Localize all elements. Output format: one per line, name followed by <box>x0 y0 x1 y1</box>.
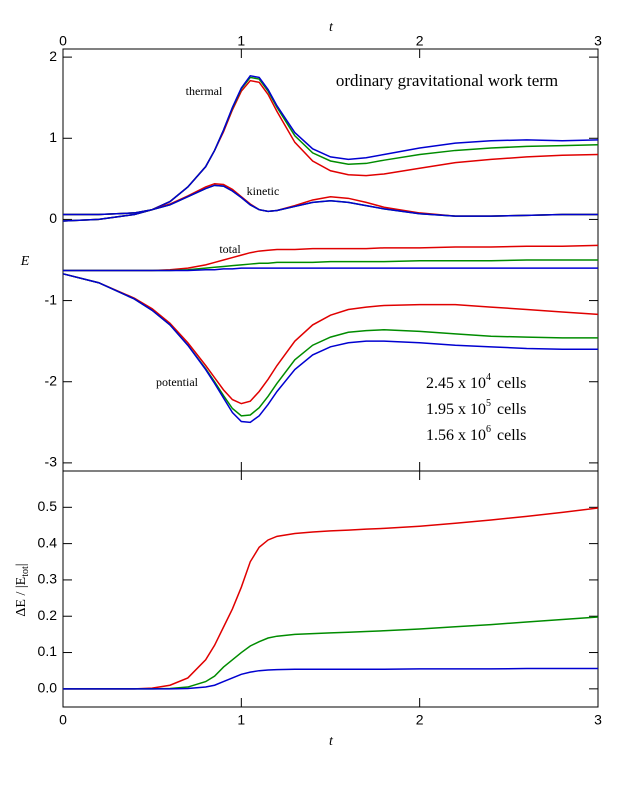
y-tick-label: 0.1 <box>38 643 58 659</box>
x-tick-label: 3 <box>594 712 602 728</box>
series-line <box>63 507 599 690</box>
legend-unit: cells <box>497 401 526 418</box>
series-line <box>62 273 598 424</box>
x-axis-label: t <box>329 20 334 35</box>
series-line <box>62 79 599 222</box>
series-line <box>63 667 598 690</box>
plot-frame <box>62 470 599 708</box>
y-label-main: ΔE / |E <box>14 577 29 617</box>
y-label-suffix: | <box>14 563 29 566</box>
x-tick-label: 0 <box>59 33 67 49</box>
y-tick-label: -2 <box>45 372 58 388</box>
legend-entry: 2.45 x 104 cells <box>426 372 526 391</box>
curve-label: thermal <box>186 84 223 98</box>
y-tick-label: -3 <box>45 454 58 470</box>
legend-mantissa: 1.95 x 10 <box>426 401 486 418</box>
y-tick-label: 0 <box>49 210 57 226</box>
y-label-subscript: tot <box>20 566 31 577</box>
legend-exponent: 6 <box>486 424 491 435</box>
legend-mantissa: 1.56 x 10 <box>426 427 486 444</box>
legend-unit: cells <box>497 375 526 392</box>
x-tick-label: 1 <box>237 712 245 728</box>
y-tick-label: 2 <box>49 48 57 64</box>
y-axis-label: E <box>20 254 30 269</box>
series-line <box>62 273 599 405</box>
series-line <box>62 76 599 222</box>
series-line <box>63 244 599 272</box>
y-tick-label: 0.3 <box>38 571 58 587</box>
y-tick-label: -1 <box>45 291 58 307</box>
legend-mantissa: 2.45 x 10 <box>426 375 486 392</box>
curve-label: total <box>219 242 241 256</box>
series-line <box>63 259 598 272</box>
x-tick-label: 2 <box>416 712 424 728</box>
legend-exponent: 5 <box>486 398 491 409</box>
series-line <box>62 273 598 417</box>
x-axis-label: t <box>329 734 334 749</box>
series-line <box>63 184 598 217</box>
y-tick-label: 0.5 <box>38 498 58 514</box>
chart-title: ordinary gravitational work term <box>336 71 558 90</box>
legend-entry: 1.95 x 105 cells <box>426 398 526 417</box>
y-tick-label: 0.4 <box>38 534 58 550</box>
y-tick-label: 0.0 <box>38 680 58 696</box>
curve-label: kinetic <box>247 184 280 198</box>
legend-exponent: 4 <box>486 372 491 383</box>
x-tick-label: 0 <box>59 712 67 728</box>
x-tick-label: 2 <box>416 33 424 49</box>
series-line <box>63 267 598 272</box>
x-tick-label: 1 <box>237 33 245 49</box>
x-tick-label: 3 <box>594 33 602 49</box>
curve-label: potential <box>156 375 199 389</box>
y-axis-label: ΔE / |Etot| <box>14 563 31 616</box>
series-line <box>63 616 599 690</box>
legend-unit: cells <box>497 427 526 444</box>
y-tick-label: 0.2 <box>38 607 58 623</box>
legend-entry: 1.56 x 106 cells <box>426 424 526 443</box>
series-line <box>62 74 599 222</box>
y-tick-label: 1 <box>49 129 57 145</box>
